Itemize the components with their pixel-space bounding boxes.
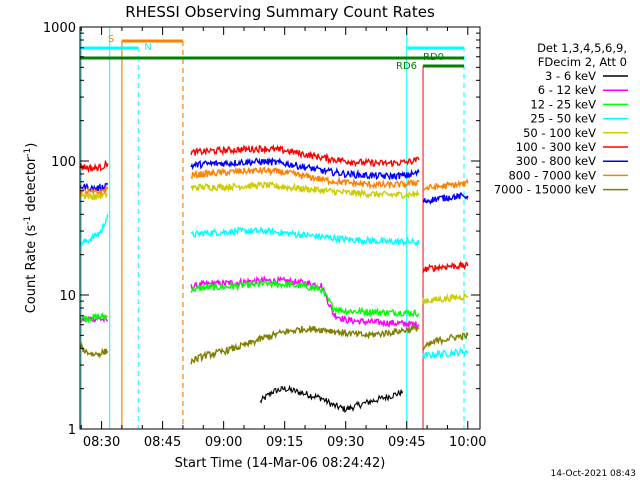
plot-frame bbox=[79, 26, 481, 430]
series-4-segment-1 bbox=[190, 180, 420, 199]
series-3-segment-1 bbox=[190, 225, 420, 248]
series-7 bbox=[79, 166, 469, 197]
x-tick-label-5: 09:45 bbox=[388, 435, 425, 450]
rd6-label: RD6 bbox=[396, 61, 417, 72]
series-4-segment-2 bbox=[422, 293, 469, 305]
series-4-segment-0 bbox=[79, 189, 109, 201]
series-5-segment-0 bbox=[79, 159, 109, 174]
series-layer bbox=[79, 143, 469, 414]
y-axis-label-end: ) bbox=[24, 143, 39, 148]
legend-label-6: 300 - 800 keV bbox=[516, 154, 596, 168]
x-axis-ticks: 08:30 08:45 09:00 09:15 09:30 09:45 10:00 bbox=[80, 27, 487, 450]
legend-label-2: 12 - 25 keV bbox=[530, 97, 596, 111]
chart-title: RHESSI Observing Summary Count Rates bbox=[125, 3, 435, 21]
series-5-segment-2 bbox=[422, 260, 469, 273]
legend-label-3: 25 - 50 keV bbox=[530, 112, 596, 126]
series-0-segment-0 bbox=[259, 384, 404, 414]
legend-label-0: 3 - 6 keV bbox=[545, 69, 596, 83]
series-3 bbox=[79, 214, 469, 360]
y-tick-label-1: 10 bbox=[59, 289, 76, 304]
x-axis-label: Start Time (14-Mar-06 08:24:42) bbox=[175, 456, 386, 471]
y-axis-ticks: 1 10 100 1000 bbox=[43, 21, 480, 438]
y-tick-label-3: 1000 bbox=[43, 21, 76, 36]
series-5 bbox=[79, 143, 469, 273]
legend: Det 1,3,4,5,6,9, FDecim 2, Att 0 3 - 6 k… bbox=[494, 41, 628, 197]
series-7-segment-1 bbox=[190, 166, 420, 191]
series-1-segment-1 bbox=[190, 275, 420, 330]
y-axis-label-sup2: -1 bbox=[23, 148, 33, 157]
series-3-segment-0 bbox=[79, 214, 109, 248]
legend-label-1: 6 - 12 keV bbox=[538, 83, 596, 97]
series-4 bbox=[79, 180, 469, 305]
series-3-segment-2 bbox=[422, 346, 469, 360]
rd0-label: RD0 bbox=[423, 52, 444, 63]
y-tick-label-2: 100 bbox=[51, 155, 76, 170]
series-7-segment-2 bbox=[422, 178, 469, 192]
x-tick-label-4: 09:30 bbox=[327, 435, 364, 450]
x-tick-label-1: 08:45 bbox=[144, 435, 181, 450]
series-6-segment-1 bbox=[190, 156, 420, 181]
saa-label: S bbox=[108, 34, 114, 45]
legend-header-line-1: Det 1,3,4,5,6,9, bbox=[537, 41, 627, 55]
series-7-segment-0 bbox=[79, 185, 109, 197]
y-axis-label-sup1: -1 bbox=[23, 216, 33, 225]
state-overlays: S N RD0 RD6 bbox=[80, 27, 465, 429]
x-tick-label-3: 09:15 bbox=[266, 435, 303, 450]
series-0 bbox=[259, 384, 404, 414]
y-axis-label-mid: detector bbox=[24, 156, 39, 216]
series-6-segment-2 bbox=[422, 192, 469, 206]
series-8 bbox=[79, 322, 469, 365]
series-8-segment-1 bbox=[190, 322, 420, 365]
legend-label-7: 800 - 7000 keV bbox=[508, 168, 596, 182]
y-tick-label-0: 1 bbox=[68, 423, 76, 438]
y-axis-label-main: Count Rate (s bbox=[24, 225, 39, 314]
legend-header-line-2: FDecim 2, Att 0 bbox=[538, 55, 627, 69]
series-5-segment-1 bbox=[190, 143, 420, 168]
series-2 bbox=[79, 278, 420, 324]
x-tick-label-2: 09:00 bbox=[205, 435, 242, 450]
series-2-segment-1 bbox=[190, 278, 420, 318]
night-label: N bbox=[144, 42, 151, 53]
x-tick-label-0: 08:30 bbox=[83, 435, 120, 450]
y-axis-label: Count Rate (s-1 detector-1) bbox=[23, 143, 39, 314]
series-8-segment-2 bbox=[422, 332, 469, 351]
generation-timestamp: 14-Oct-2021 08:43 bbox=[551, 469, 636, 479]
legend-label-4: 50 - 100 keV bbox=[523, 126, 596, 140]
legend-label-5: 100 - 300 keV bbox=[516, 140, 596, 154]
series-2-segment-0 bbox=[79, 312, 109, 324]
x-tick-label-6: 10:00 bbox=[449, 435, 486, 450]
legend-label-8: 7000 - 15000 keV bbox=[494, 183, 596, 197]
series-8-segment-0 bbox=[79, 341, 109, 359]
